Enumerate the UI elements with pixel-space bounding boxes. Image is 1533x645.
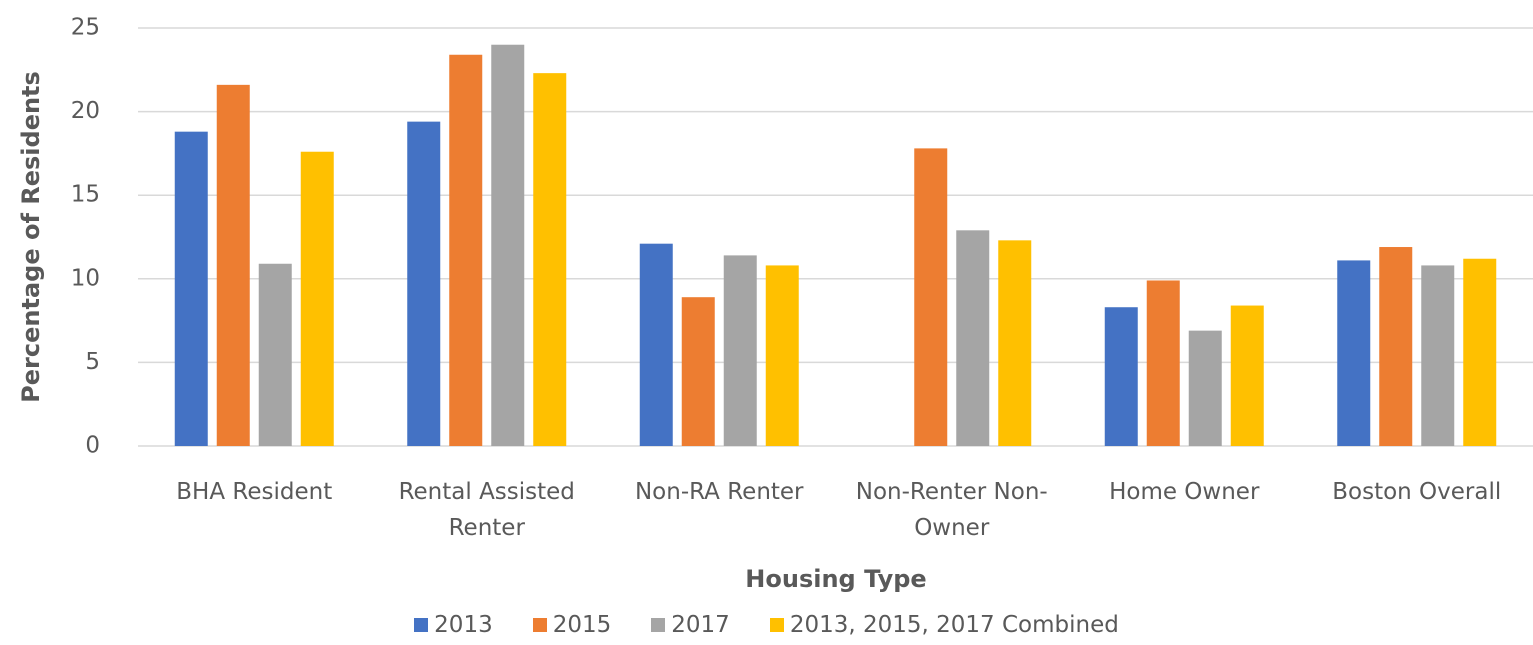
y-axis-title: Percentage of Residents (17, 71, 45, 403)
bar (765, 265, 799, 446)
bar (1463, 258, 1497, 446)
legend-item: 2013, 2015, 2017 Combined (769, 612, 1119, 638)
bar (1421, 265, 1455, 446)
x-tick-label: BHA Resident (176, 479, 333, 505)
y-tick-label: 15 (71, 182, 100, 208)
bar (533, 73, 567, 447)
y-tick-label: 5 (85, 349, 100, 375)
legend-item: 2017 (651, 612, 730, 638)
y-tick-label: 0 (85, 433, 100, 459)
legend-label: 2015 (552, 612, 612, 638)
bar (174, 131, 208, 446)
legend-swatch (414, 618, 429, 632)
bar (998, 240, 1032, 446)
legend-swatch (532, 618, 547, 632)
bar (1146, 280, 1180, 446)
bar (449, 54, 483, 446)
bar (258, 263, 292, 446)
bar (914, 148, 948, 446)
x-tick-label: Rental Assisted Renter (398, 479, 575, 541)
legend-swatch (651, 618, 666, 632)
legend: 2013 2015 2017 2013, 2015, 2017 Combined (0, 612, 1533, 638)
bar (639, 243, 673, 446)
y-tick-label: 25 (71, 15, 100, 41)
bar (956, 230, 990, 446)
x-tick-label: Boston Overall (1332, 479, 1502, 505)
y-tick-label: 20 (71, 98, 100, 124)
bar (1188, 330, 1222, 446)
bar (1337, 260, 1371, 446)
legend-swatch (769, 618, 784, 632)
legend-item: 2015 (532, 612, 612, 638)
legend-label: 2013 (434, 612, 493, 638)
legend-item: 2013 (414, 612, 493, 638)
x-axis-title: Housing Type (745, 565, 926, 593)
bar (1104, 307, 1138, 446)
bar (1379, 247, 1413, 446)
legend-label: 2017 (671, 612, 730, 638)
bar (407, 121, 441, 446)
bar (300, 151, 334, 446)
bar (216, 84, 250, 447)
bar (1230, 305, 1264, 446)
x-tick-label: Home Owner (1109, 479, 1260, 505)
bar (491, 44, 525, 446)
x-tick-label: Non-RA Renter (634, 479, 804, 505)
legend-label: 2013, 2015, 2017 Combined (789, 612, 1119, 638)
bar (723, 255, 757, 446)
bar (681, 297, 715, 446)
y-tick-label: 10 (71, 265, 100, 291)
x-tick-label: Non-Renter Non-Owner (855, 479, 1048, 541)
